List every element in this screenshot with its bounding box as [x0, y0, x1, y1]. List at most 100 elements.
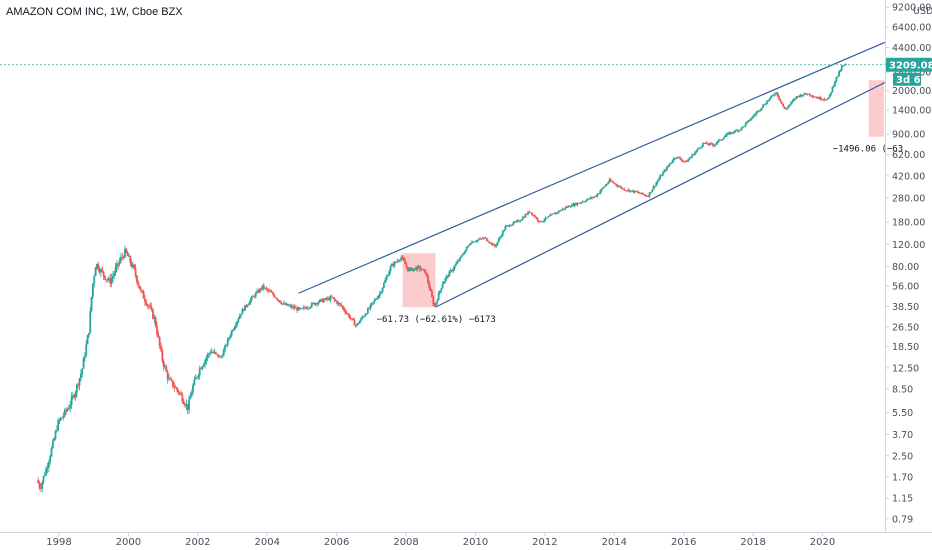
candle-body: [412, 268, 415, 271]
candle-body: [544, 217, 547, 221]
candle-body: [296, 307, 299, 311]
candle-body: [198, 368, 201, 376]
candle-body: [814, 96, 816, 98]
candle-body: [457, 260, 460, 262]
candle-body: [541, 221, 544, 223]
candle-body: [314, 303, 317, 305]
channel-upper-line[interactable]: [298, 41, 886, 294]
candle-body: [678, 156, 680, 158]
candle-body: [433, 304, 436, 306]
price-axis[interactable]: 9200.006400.004400.002800.002000.001400.…: [885, 3, 931, 526]
candle-body: [117, 263, 120, 265]
candle-body: [415, 267, 417, 271]
candle-body: [129, 255, 132, 263]
candle-body: [85, 344, 88, 356]
candle-body: [79, 373, 82, 379]
candle-body: [393, 261, 396, 266]
candle-body: [341, 306, 344, 308]
candle-body: [485, 237, 488, 241]
candle-body: [508, 225, 511, 227]
candle-body: [165, 366, 168, 372]
y-tick-label: 1400.00: [892, 106, 931, 117]
candle-body: [420, 269, 423, 271]
candle-body: [443, 281, 445, 284]
candle-body: [348, 314, 351, 318]
candle-body: [711, 143, 714, 145]
candle-body: [475, 241, 477, 243]
candle-body: [664, 170, 667, 171]
candle-body: [528, 211, 531, 213]
measure-box[interactable]: [868, 80, 884, 137]
candle-body: [669, 162, 672, 165]
candle-body: [114, 267, 117, 274]
candle-body: [328, 297, 331, 301]
candle-body: [304, 307, 307, 309]
candle-body: [90, 296, 93, 312]
candle-body: [128, 255, 130, 257]
channel-lower-line[interactable]: [435, 81, 886, 308]
candle-body: [746, 121, 748, 124]
candle-body: [750, 118, 752, 121]
candle-body: [294, 307, 297, 309]
x-tick-label: 2006: [324, 537, 349, 548]
candle-body: [628, 189, 631, 192]
candle-body: [684, 160, 687, 162]
candle-body: [808, 93, 811, 96]
candle-body: [632, 190, 635, 193]
candle-body: [585, 199, 588, 202]
candle-body: [250, 296, 253, 300]
candle-body: [489, 242, 492, 244]
candle-body: [156, 326, 158, 335]
price-tags: 3209.08 3d 6h: [886, 57, 932, 86]
candle-body: [353, 320, 356, 326]
candle-body: [633, 190, 636, 193]
candle-body: [325, 298, 328, 300]
candle-body: [94, 267, 97, 277]
candle-body: [178, 392, 181, 394]
candle-body: [57, 420, 60, 431]
candle-body: [738, 129, 740, 132]
candle-body: [706, 142, 708, 145]
candle-body: [264, 287, 266, 289]
candle-body: [556, 212, 559, 214]
candle-body: [665, 166, 668, 171]
candle-body: [472, 241, 475, 243]
candle-body: [334, 299, 337, 302]
candle-body: [116, 263, 118, 268]
candle-body: [513, 222, 516, 223]
candle-body: [206, 354, 209, 358]
candle-body: [437, 292, 440, 301]
y-tick-label: 3.70: [892, 430, 913, 441]
candle-body: [284, 303, 287, 305]
candle-body: [130, 262, 133, 267]
candle-body: [592, 196, 595, 198]
x-tick-label: 2002: [185, 537, 210, 548]
candle-body: [288, 305, 291, 307]
candle-body: [495, 245, 497, 247]
candle-body: [392, 264, 395, 266]
time-axis[interactable]: 1998 2000 2002 2004 2006 2008 2010 2012 2014 2016…: [46, 532, 835, 548]
measure-label: −61.73 (−62.61%) −6173: [377, 315, 496, 325]
candle-body: [783, 106, 786, 109]
candle-body: [764, 103, 767, 105]
candle-body: [217, 354, 220, 358]
candle-body: [710, 143, 712, 145]
y-tick-label: 6400.00: [892, 23, 931, 34]
candle-body: [447, 275, 449, 277]
candle-body: [152, 309, 154, 319]
candle-body: [337, 303, 340, 305]
candle-body: [481, 238, 484, 240]
candle-body: [690, 156, 692, 159]
candle-body: [200, 368, 202, 370]
candle-body: [624, 190, 627, 192]
candle-body: [96, 263, 98, 268]
candle-body: [708, 143, 711, 145]
candle-body: [487, 240, 489, 242]
measure-box[interactable]: [402, 253, 436, 308]
candle-body: [439, 290, 441, 293]
candle-body: [488, 241, 491, 243]
candle-body: [238, 315, 241, 319]
candle-body: [648, 192, 651, 197]
candle-body: [126, 252, 129, 257]
